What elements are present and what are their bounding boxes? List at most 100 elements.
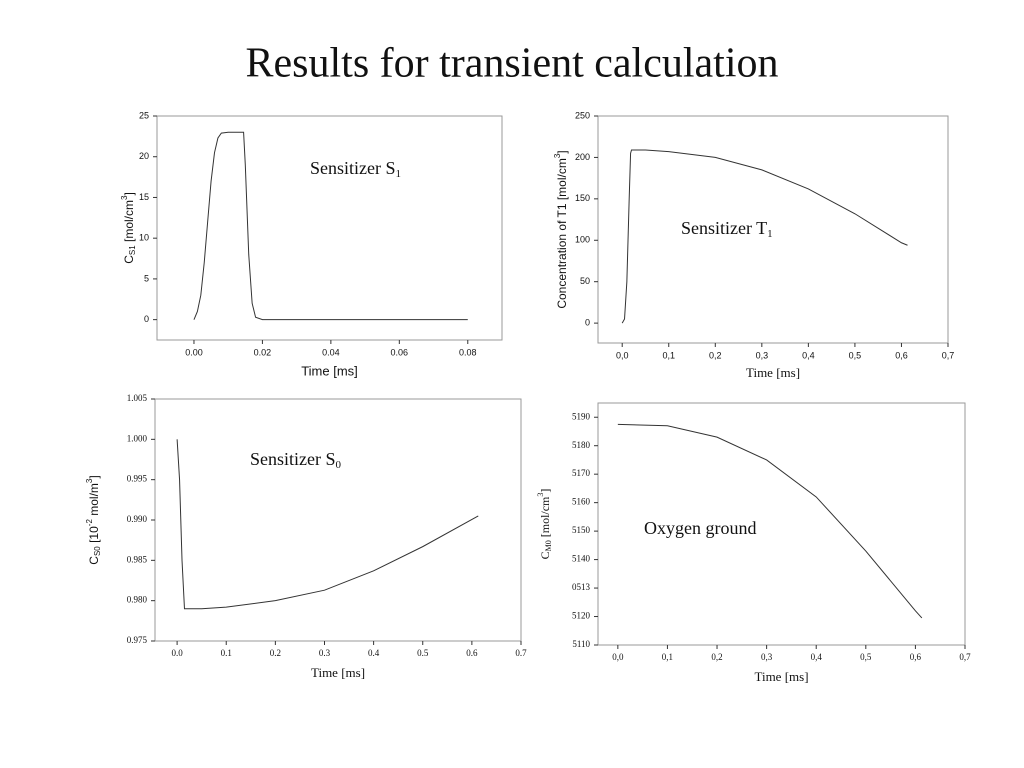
y-axis-label-part: ] — [87, 475, 101, 478]
y-axis-label: Concentration of T1 [mol/cm3] — [553, 150, 569, 308]
y-axis-label-part: C — [538, 551, 552, 559]
data-line — [193, 131, 468, 321]
y-axis-label-part: -2 — [85, 519, 94, 527]
x-tick-label: 0,1 — [662, 652, 673, 662]
chart: 0,0 0,1 0,2 0,3 0,4 0,5 0,6 0,7 5110 5120 0513 5140… — [536, 402, 971, 684]
y-tick-label: 250 — [575, 110, 590, 120]
y-axis-label-part: 3 — [120, 195, 129, 200]
annotation-part: Oxygen ground — [644, 518, 756, 538]
x-tick-label: 0.08 — [459, 347, 477, 357]
x-axis-label: Time [ms] — [311, 665, 365, 680]
x-tick-label: 0.06 — [391, 347, 409, 357]
x-tick-label: 0,3 — [761, 652, 773, 662]
y-tick-label: 20 — [139, 151, 149, 161]
y-tick-label: 5180 — [572, 440, 591, 450]
x-tick-label: 0,6 — [910, 652, 922, 662]
x-tick-label: 0,0 — [612, 652, 624, 662]
y-axis-label-part: [10 — [87, 526, 101, 546]
y-tick-label: 5120 — [572, 611, 591, 621]
annotation-part: 1 — [396, 168, 402, 180]
y-tick-label: 100 — [575, 235, 590, 245]
annotation: Sensitizer T1 — [681, 218, 773, 239]
y-tick-label: 0.990 — [127, 514, 148, 524]
x-tick-label: 0,0 — [616, 350, 629, 360]
y-axis-label-part: [mol/cm — [538, 496, 552, 540]
y-axis-label-part: 3 — [536, 493, 545, 497]
y-axis-label-part: mol/m — [87, 483, 101, 519]
plot-frame — [156, 115, 503, 341]
x-tick-label: 0,2 — [711, 652, 722, 662]
x-tick-label: 0.4 — [368, 648, 380, 658]
y-tick-label: 10 — [139, 233, 149, 243]
x-axis-label: Time [ms] — [301, 363, 358, 378]
y-tick-label: 5190 — [572, 411, 591, 421]
annotation-part: Sensitizer S — [310, 158, 396, 178]
y-tick-label: 50 — [580, 276, 590, 286]
x-tick-label: 0,6 — [895, 350, 908, 360]
x-tick-label: 0.02 — [254, 347, 272, 357]
y-tick-label: 1.005 — [127, 393, 148, 403]
annotation-part: Sensitizer T — [681, 218, 767, 238]
x-axis-label: Time [ms] — [754, 669, 808, 684]
x-tick-label: 0,1 — [662, 350, 675, 360]
plot-frame — [597, 115, 949, 344]
x-tick-label: 0.1 — [221, 648, 232, 658]
y-tick-label: 25 — [139, 110, 149, 120]
x-tick-label: 0,5 — [849, 350, 862, 360]
y-tick-label: 0.985 — [127, 554, 148, 564]
x-tick-label: 0.6 — [466, 648, 478, 658]
y-tick-label: 5 — [144, 273, 149, 283]
annotation-part: 0 — [336, 459, 342, 471]
chart: 0.0 0.1 0.2 0.3 0.4 0.5 0.6 0.7 0.975 0.980 0.985 0… — [85, 393, 527, 680]
y-axis-label: CM0 [mol/cm3] — [536, 489, 553, 560]
x-tick-label: 0,4 — [802, 350, 815, 360]
y-tick-label: 0.975 — [127, 635, 148, 645]
y-axis-label: CS0 [10-2 mol/m3] — [85, 475, 102, 564]
annotation-part: Sensitizer S — [250, 449, 336, 469]
y-axis-label-part: 3 — [553, 153, 562, 158]
y-tick-label: 1.000 — [127, 433, 148, 443]
y-axis-label-part: C — [87, 556, 101, 565]
y-tick-label: 15 — [139, 192, 149, 202]
plot-frame — [597, 402, 966, 646]
data-line — [621, 149, 908, 324]
y-axis-label-part: [mol/cm — [122, 200, 136, 245]
x-tick-label: 0.3 — [319, 648, 331, 658]
y-tick-label: 0.995 — [127, 474, 148, 484]
x-tick-label: 0,2 — [709, 350, 722, 360]
x-tick-label: 0,3 — [756, 350, 769, 360]
y-axis-label-part: S1 — [128, 245, 137, 255]
slide-title: Results for transient calculation — [245, 41, 778, 87]
y-tick-label: 150 — [575, 193, 590, 203]
x-tick-label: 0,5 — [860, 652, 872, 662]
y-tick-label: 5160 — [572, 497, 591, 507]
y-axis-label-part: ] — [555, 150, 569, 153]
y-tick-label: 0 — [144, 314, 149, 324]
chart: 0,0 0,1 0,2 0,3 0,4 0,5 0,6 0,7 0 50 100 150 200 250 T… — [553, 110, 954, 380]
y-axis-label-part: S0 — [93, 546, 102, 556]
x-tick-label: 0.7 — [515, 648, 527, 658]
y-axis-label-part: Concentration of T1 [mol/cm — [555, 158, 569, 309]
annotation: Sensitizer S0 — [250, 449, 342, 470]
y-tick-label: 5150 — [572, 525, 591, 535]
y-tick-label: 5170 — [572, 468, 591, 478]
y-axis-label-part: C — [122, 255, 136, 264]
y-axis-label-part: ] — [122, 192, 136, 195]
x-tick-label: 0,4 — [811, 652, 823, 662]
x-tick-label: 0.00 — [185, 347, 203, 357]
y-axis-label-part: ] — [538, 489, 552, 493]
x-tick-label: 0,7 — [942, 350, 955, 360]
y-axis-label: CS1 [mol/cm3] — [120, 192, 137, 264]
y-tick-label: 0.980 — [127, 595, 148, 605]
y-tick-label: 5140 — [572, 554, 591, 564]
data-line — [617, 423, 923, 619]
x-axis-label: Time [ms] — [746, 365, 800, 380]
y-axis-label-part: 3 — [85, 478, 94, 483]
y-tick-label: 0 — [585, 317, 590, 327]
x-tick-label: 0.04 — [322, 347, 340, 357]
x-tick-label: 0.0 — [171, 648, 183, 658]
annotation-part: 1 — [767, 228, 773, 240]
